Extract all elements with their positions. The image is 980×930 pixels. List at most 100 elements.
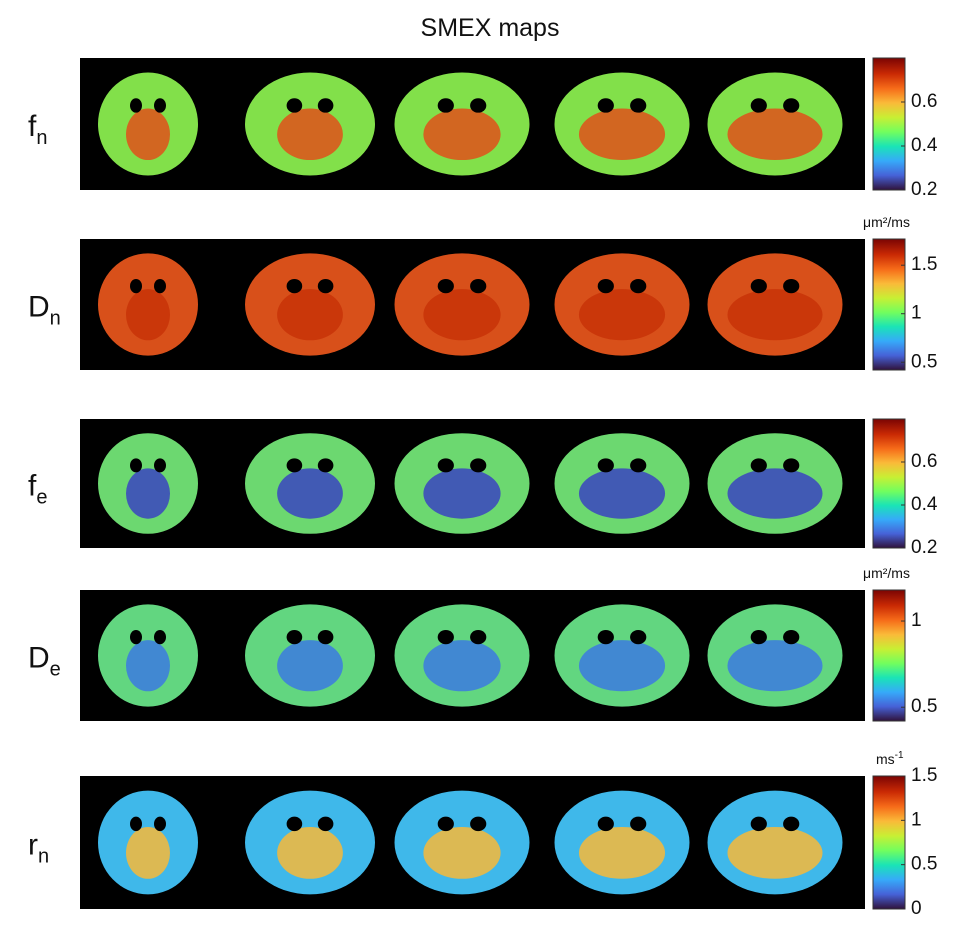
ventricle [154,98,166,113]
ventricle [597,98,614,113]
ventricle [317,458,334,473]
brain-region [727,826,823,879]
brain-region [727,468,823,519]
colorbar-unit: ms-1 [876,750,904,767]
figure-title: SMEX maps [421,14,560,42]
colorbar-tick-label: 1 [911,809,922,830]
ventricle [470,278,487,294]
unit-sup: -1 [895,750,904,761]
brain-region [277,108,343,161]
ventricle [750,278,767,294]
colorbar-tick-label: 0.6 [911,451,937,472]
ventricle [286,98,303,113]
ventricle [130,98,142,113]
brain-region [727,640,823,692]
ventricle [783,458,800,473]
ventricle [317,629,334,645]
brain-region [126,468,170,519]
brain-region [277,640,343,692]
ventricle [630,629,647,645]
ventricle [597,629,614,645]
brain-region [126,289,170,341]
colorbar-tick-label: 0 [911,898,922,919]
colorbar-unit: μm²/ms [863,565,910,581]
ventricle [437,816,454,832]
brain-region [423,640,501,692]
brain-region [277,289,343,341]
brain-region [126,108,170,161]
row-label-base: r [28,829,38,862]
ventricle [130,458,142,473]
colorbar-tick-label: 0.5 [911,696,937,717]
ventricle [597,816,614,832]
row-label: fe [28,470,47,509]
row-label: De [28,642,61,681]
ventricle [130,816,142,832]
row-label-sub: e [36,487,47,509]
ventricle [630,98,647,113]
ventricle [154,278,166,294]
ventricle [130,278,142,294]
ventricle [750,629,767,645]
colorbar-tick-label: 1 [911,303,922,324]
ventricle [130,629,142,645]
colorbar [872,57,906,191]
colorbar-tick-label: 0.6 [911,91,937,112]
ventricle [783,816,800,832]
colorbar [872,418,906,549]
colorbar-unit: μm²/ms [863,214,910,230]
brain-region [423,108,501,161]
ventricle [783,98,800,113]
ventricle [286,629,303,645]
colorbar-tick-label: 0.4 [911,494,938,515]
row-label: fn [28,110,47,149]
brain-region [727,289,823,341]
brain-region [578,468,666,519]
row-label-sub: e [50,659,61,681]
ventricle [317,278,334,294]
ventricle [437,458,454,473]
colorbar [872,238,906,371]
ventricle [437,278,454,294]
row-label-sub: n [38,846,49,868]
brain-region [578,826,666,879]
brain-region [277,826,343,879]
ventricle [317,98,334,113]
ventricle [286,816,303,832]
ventricle [597,278,614,294]
colorbar-tick-label: 1 [911,610,922,631]
brain-region [578,108,666,161]
brain-region [423,468,501,519]
brain-region [578,289,666,341]
ventricle [437,98,454,113]
ventricle [750,816,767,832]
ventricle [470,458,487,473]
row-label: rn [28,829,49,868]
colorbar-tick-label: 0.2 [911,537,937,558]
ventricle [154,629,166,645]
ventricle [750,98,767,113]
brain-region [578,640,666,692]
row-label-sub: n [36,127,47,149]
row-label-base: D [28,291,50,324]
ventricle [750,458,767,473]
ventricle [154,816,166,832]
row-label-base: D [28,642,50,675]
ventricle [470,98,487,113]
row-label: Dn [28,291,61,330]
brain-region [277,468,343,519]
ventricle [630,278,647,294]
ventricle [630,458,647,473]
colorbar-tick-label: 0.5 [911,351,937,372]
ventricle [597,458,614,473]
ventricle [286,458,303,473]
colorbar [872,589,906,722]
ventricle [437,629,454,645]
row-label-sub: n [50,308,61,330]
brain-region [423,289,501,341]
colorbar-tick-label: 1.5 [911,254,937,275]
ventricle [286,278,303,294]
ventricle [630,816,647,832]
brain-region [126,640,170,692]
